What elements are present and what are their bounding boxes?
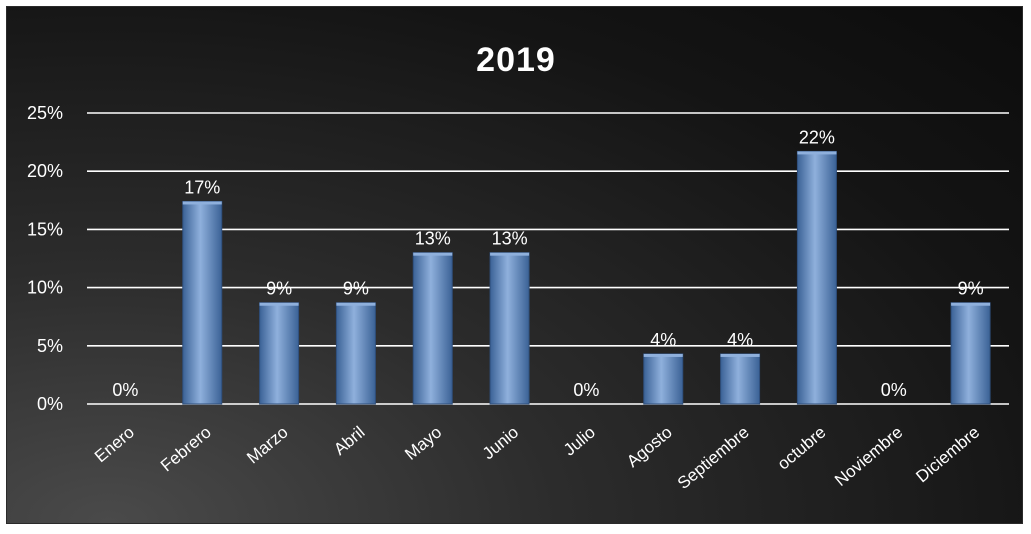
- x-tick-label: Febrero: [157, 423, 215, 476]
- data-labels: 0% 17% 9% 9% 13% 13% 0% 4% 4% 22% 0% 9%: [112, 127, 983, 400]
- bar-cap: [413, 252, 453, 256]
- x-tick-label: Junio: [479, 423, 522, 464]
- y-tick-label: 10%: [27, 278, 63, 298]
- y-tick-label: 5%: [37, 336, 63, 356]
- bar: [796, 150, 837, 405]
- data-label: 17%: [184, 177, 220, 197]
- data-label: 9%: [343, 279, 369, 299]
- y-tick-label: 20%: [27, 161, 63, 181]
- x-tick-label: Abril: [330, 423, 368, 459]
- data-label: 22%: [799, 127, 835, 147]
- bar: [182, 200, 223, 405]
- bar-cap: [797, 151, 837, 155]
- y-tick-label: 15%: [27, 219, 63, 239]
- bar: [335, 302, 376, 405]
- bar: [720, 353, 761, 405]
- bar-cap: [259, 302, 299, 306]
- x-tick-label: Noviembre: [831, 423, 906, 490]
- bar: [412, 252, 453, 405]
- x-tick-label: Septiembre: [674, 423, 753, 493]
- bar-cap: [490, 252, 530, 256]
- data-label: 9%: [266, 279, 292, 299]
- data-label: 0%: [573, 380, 599, 400]
- x-axis-ticks: Enero Febrero Marzo Abril Mayo Junio Julio Agos…: [91, 423, 983, 493]
- x-tick-label: Marzo: [243, 423, 291, 468]
- x-tick-label: Enero: [91, 423, 138, 467]
- data-label: 0%: [112, 380, 138, 400]
- x-tick-label: octubre: [774, 423, 830, 474]
- bar: [950, 302, 991, 405]
- bar-cap: [720, 353, 760, 357]
- data-label: 13%: [415, 229, 451, 249]
- bar: [259, 302, 300, 405]
- gridlines: [87, 112, 1009, 405]
- data-label: 4%: [727, 330, 753, 350]
- bar-cap: [182, 201, 222, 205]
- bar-chart: 2019 0% 5% 10% 15% 20% 25% 0% 17% 9% 9% 13% 13% 0% 4…: [27, 41, 1009, 493]
- data-label: 13%: [492, 229, 528, 249]
- x-tick-label: Agosto: [623, 423, 676, 472]
- x-tick-label: Mayo: [401, 423, 445, 464]
- chart-title: 2019: [476, 41, 556, 79]
- data-label: 9%: [958, 279, 984, 299]
- bar-cap: [336, 302, 376, 306]
- x-tick-label: Julio: [560, 423, 599, 460]
- bars: [182, 150, 991, 405]
- y-axis-ticks: 0% 5% 10% 15% 20% 25%: [27, 103, 63, 414]
- bar-cap: [951, 302, 991, 306]
- y-tick-label: 0%: [37, 394, 63, 414]
- x-tick-label: Diciembre: [912, 423, 983, 487]
- bar: [643, 353, 684, 405]
- bar-cap: [643, 353, 683, 357]
- data-label: 0%: [881, 380, 907, 400]
- bar: [489, 252, 530, 405]
- data-label: 4%: [650, 330, 676, 350]
- y-tick-label: 25%: [27, 103, 63, 123]
- chart-area: 2019 0% 5% 10% 15% 20% 25% 0% 17% 9% 9% 13% 13% 0% 4…: [6, 6, 1023, 524]
